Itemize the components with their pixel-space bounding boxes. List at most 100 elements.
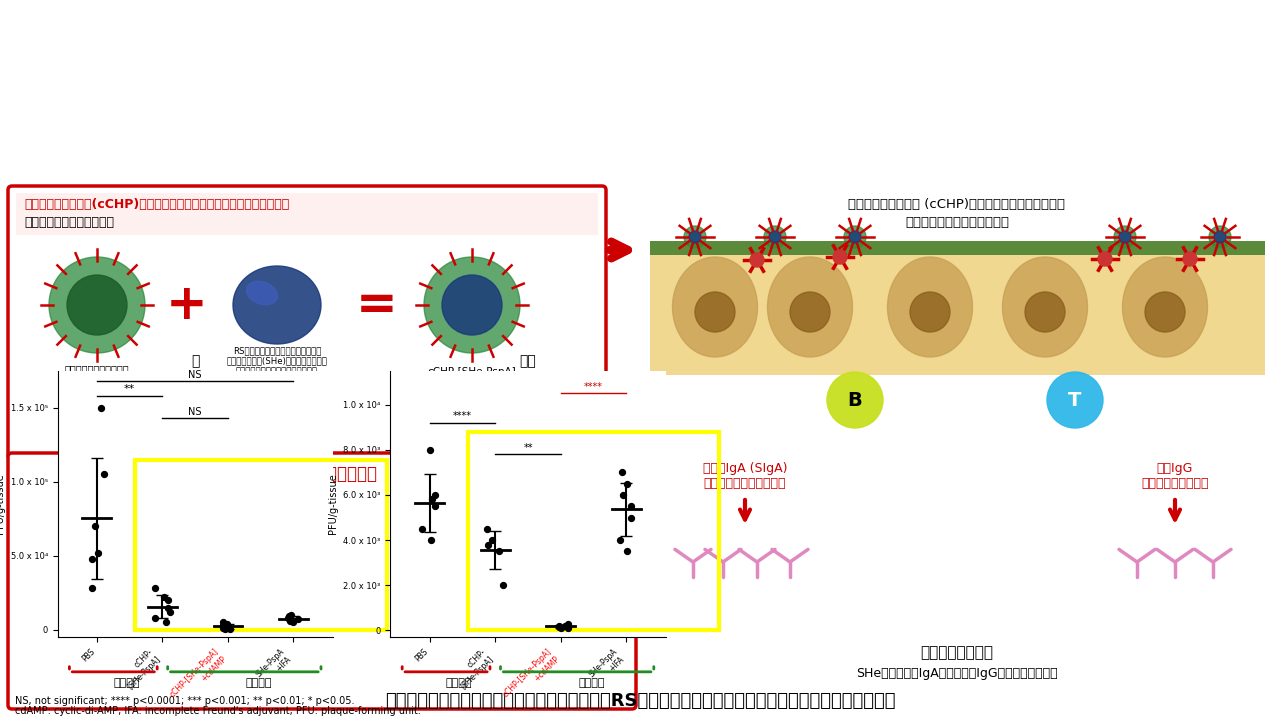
Text: カチオン化ナノゲル(cCHP)システム：優れた粘膜付着性、免疫始動性・: カチオン化ナノゲル(cCHP)システム：優れた粘膜付着性、免疫始動性・ — [24, 198, 289, 211]
Point — [558, 622, 579, 634]
Title: 肺: 肺 — [191, 354, 200, 368]
Text: NS, not significant; **** p<0.0001; *** p<0.001; ** p<0.01; * p<0.05.: NS, not significant; **** p<0.0001; *** … — [15, 696, 355, 706]
Text: cCHP-[SHe-PspA]: cCHP-[SHe-PspA] — [428, 367, 516, 377]
Text: RSウイルス膜貫通表面タンパク質の
エクトドメイン(SHe)を選択し、キャリ
アタンパク質として肺炎球菌由来表
面タンパク質Ａ（PspA）に結合さ
せたキメラ蛋: RSウイルス膜貫通表面タンパク質の エクトドメイン(SHe)を選択し、キャリ ア… — [227, 346, 328, 397]
Ellipse shape — [1002, 257, 1088, 357]
Ellipse shape — [672, 257, 758, 357]
Circle shape — [833, 250, 847, 264]
Circle shape — [769, 231, 781, 243]
Point — [621, 500, 641, 512]
Circle shape — [1114, 226, 1137, 248]
Point — [617, 478, 637, 490]
Point — [549, 621, 570, 633]
Text: ****: **** — [584, 382, 603, 392]
Point — [481, 534, 502, 546]
Point — [154, 592, 174, 603]
Circle shape — [827, 372, 883, 428]
Point — [621, 512, 641, 523]
Circle shape — [1098, 252, 1112, 266]
Point — [278, 612, 298, 624]
Ellipse shape — [247, 282, 278, 305]
Ellipse shape — [768, 257, 852, 357]
Circle shape — [695, 292, 735, 332]
Circle shape — [1210, 226, 1231, 248]
Point — [145, 612, 165, 624]
Circle shape — [1213, 231, 1226, 243]
Point — [93, 469, 114, 480]
Text: +: + — [166, 281, 207, 329]
FancyBboxPatch shape — [8, 453, 636, 709]
Text: 注射免疫: 注射免疫 — [579, 678, 604, 688]
Point — [279, 611, 300, 622]
Point — [280, 615, 301, 626]
Text: カチオン化ナノゲル (cCHP)粘膜上皮長期付着性による: カチオン化ナノゲル (cCHP)粘膜上皮長期付着性による — [849, 198, 1065, 211]
Point — [550, 622, 571, 634]
Y-axis label: PFU/g-tissue: PFU/g-tissue — [328, 474, 338, 534]
Text: ****: **** — [453, 411, 472, 421]
FancyBboxPatch shape — [650, 241, 1265, 255]
Circle shape — [764, 226, 786, 248]
Point — [477, 539, 498, 550]
Point — [215, 623, 236, 634]
Point — [212, 620, 233, 631]
Point — [157, 602, 178, 613]
Text: SHe特異的粘膝IgA抗体と血清IgG抗体の両者を誘導: SHe特異的粘膝IgA抗体と血清IgG抗体の両者を誘導 — [856, 667, 1057, 680]
Point — [554, 620, 575, 631]
Circle shape — [49, 257, 145, 353]
Point — [214, 616, 234, 628]
Point — [412, 523, 433, 534]
Text: 経鼻免疫: 経鼻免疫 — [445, 678, 472, 688]
Circle shape — [424, 257, 520, 353]
Point — [609, 534, 630, 546]
Text: cdAMP: cyclic-di-AMP, IFA: incomplete Freund's adjuvant, PFU: plaque-forming uni: cdAMP: cyclic-di-AMP, IFA: incomplete Fr… — [15, 706, 421, 716]
Point — [420, 444, 440, 456]
Point — [549, 621, 570, 632]
Text: NS: NS — [188, 370, 202, 380]
Circle shape — [1025, 292, 1065, 332]
Point — [160, 606, 180, 618]
FancyBboxPatch shape — [650, 245, 1265, 375]
Point — [157, 595, 178, 606]
Text: 注射免疫: 注射免疫 — [246, 678, 271, 688]
Point — [81, 553, 101, 564]
Point — [219, 624, 239, 635]
FancyBboxPatch shape — [8, 186, 605, 459]
Text: T: T — [1069, 390, 1082, 410]
Circle shape — [67, 275, 127, 335]
Ellipse shape — [887, 257, 973, 357]
Text: カチオン性コレステリル
基含有プルラン
(cCHP)ナノゲル: カチオン性コレステリル 基含有プルラン (cCHP)ナノゲル — [65, 364, 129, 397]
Point — [489, 546, 509, 557]
Ellipse shape — [1123, 257, 1207, 357]
Point — [218, 621, 238, 633]
Circle shape — [442, 275, 502, 335]
Point — [613, 489, 634, 500]
Text: 経鼻免疫: 経鼻免疫 — [113, 678, 140, 688]
Point — [282, 609, 302, 621]
Text: **: ** — [124, 384, 136, 394]
Point — [155, 616, 175, 628]
Text: カチオン化ナノゲル型経鼻ワクチンは効果的にRSウイルス感染に対して二段構えの防御免疫を誘導する: カチオン化ナノゲル型経鼻ワクチンは効果的にRSウイルス感染に対して二段構えの防御… — [385, 692, 895, 710]
Circle shape — [844, 226, 867, 248]
Ellipse shape — [233, 266, 321, 344]
Circle shape — [790, 292, 829, 332]
Circle shape — [689, 231, 701, 243]
Text: 二段構えの防御：: 二段構えの防御： — [920, 646, 993, 660]
Circle shape — [910, 292, 950, 332]
Point — [421, 534, 442, 546]
Text: 組織中ウイルス量の比較: 組織中ウイルス量の比較 — [268, 465, 378, 483]
Point — [212, 622, 233, 634]
Text: 誘導性、および高い安全性: 誘導性、および高い安全性 — [24, 216, 114, 229]
Circle shape — [750, 253, 764, 267]
Text: 血清IgG
（体内・臓器防御）: 血清IgG （体内・臓器防御） — [1142, 462, 1208, 490]
Point — [477, 523, 498, 534]
FancyBboxPatch shape — [15, 193, 598, 235]
Point — [617, 546, 637, 557]
Text: 樹状細胞への抗原効果的送達: 樹状細胞への抗原効果的送達 — [905, 216, 1009, 229]
Title: 鼻腔: 鼻腔 — [520, 354, 536, 368]
Text: B: B — [847, 390, 863, 410]
Point — [145, 582, 165, 594]
Point — [493, 580, 513, 591]
Point — [81, 582, 101, 594]
Point — [557, 618, 577, 629]
Text: 分泌型IgA (SIgA)
（粘膝・侵入門戸防御）: 分泌型IgA (SIgA) （粘膝・侵入門戸防御） — [703, 462, 787, 490]
